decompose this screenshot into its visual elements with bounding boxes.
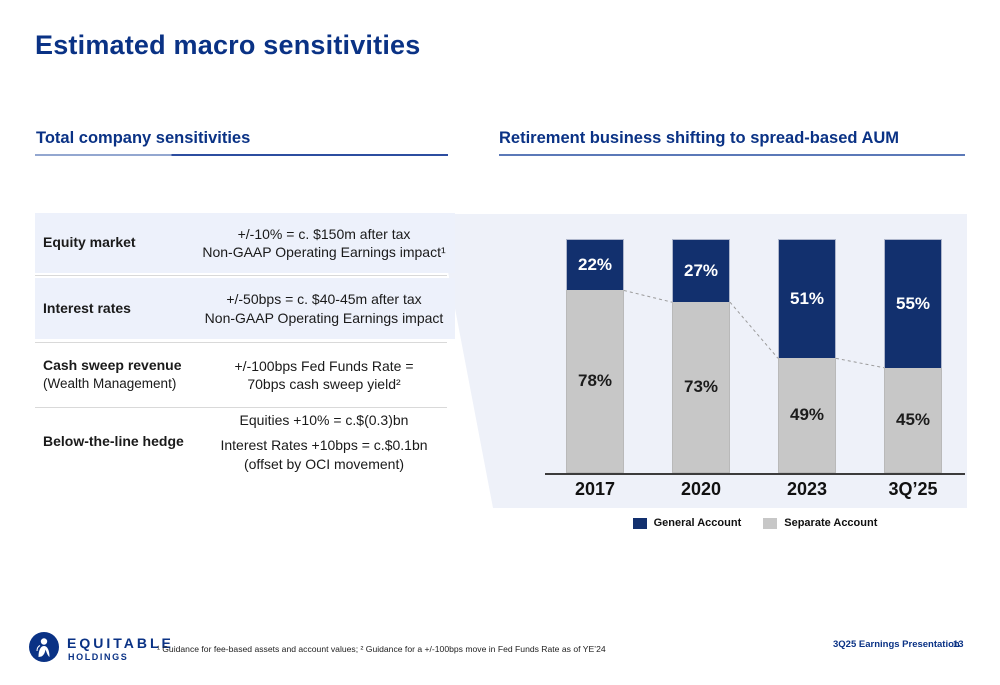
sensitivity-row-cash-sweep: Cash sweep revenue (Wealth Management) +…: [35, 345, 455, 405]
x-axis-labels: 2017 2020 2023 3Q’25: [545, 479, 965, 503]
segment-label: 78%: [577, 371, 613, 390]
left-section-header: Total company sensitivities: [36, 129, 251, 147]
segment-label: 73%: [683, 377, 719, 396]
right-section-header: Retirement business shifting to spread-b…: [499, 129, 900, 147]
row-sublabel: (Wealth Management): [43, 375, 177, 391]
x-axis-label-2017: 2017: [574, 479, 616, 499]
general-account-segment: 22%: [566, 239, 624, 290]
bar-2020: 27% 73%: [672, 239, 730, 473]
row-value: Equities +10% = c.$(0.3)bn Interest Rate…: [220, 412, 428, 472]
segment-label: 45%: [895, 410, 931, 429]
sensitivity-row-equity-market: Equity market +/-10% = c. $150m after ta…: [35, 213, 455, 273]
segment-label: 22%: [577, 255, 613, 274]
segment-label: 51%: [789, 289, 825, 308]
segment-label: 27%: [683, 261, 719, 280]
slide-title: Estimated macro sensitivities: [35, 30, 421, 60]
row-value: +/-50bps = c. $40-45m after tax Non-GAAP…: [204, 291, 444, 326]
sensitivity-row-below-the-line-hedge: Below-the-line hedge Equities +10% = c.$…: [35, 410, 455, 474]
legend-item-general-account: General Account: [632, 517, 742, 529]
row-label: Below-the-line hedge: [43, 433, 184, 450]
row-divider: [35, 275, 447, 276]
row-divider: [35, 342, 447, 343]
brand-subname: HOLDINGS: [68, 652, 129, 662]
x-axis-label-2023: 2023: [786, 479, 828, 499]
right-section-underline: [499, 154, 965, 156]
legend-swatch-icon: [632, 517, 647, 529]
row-label: Equity market: [43, 234, 136, 251]
general-account-segment: 27%: [672, 239, 730, 302]
sensitivity-row-interest-rates: Interest rates +/-50bps = c. $40-45m aft…: [35, 278, 455, 339]
x-axis-line: [545, 473, 965, 475]
row-value: +/-100bps Fed Funds Rate = 70bps cash sw…: [234, 357, 414, 392]
stacked-bar-chart: 22% 78% 27% 73% 51% 49% 55% 45%: [545, 239, 965, 473]
bar-2017: 22% 78%: [566, 239, 624, 473]
separate-account-segment: 49%: [778, 358, 836, 473]
row-value: +/-10% = c. $150m after tax Non-GAAP Ope…: [202, 225, 446, 260]
bar-3Q’25: 55% 45%: [884, 239, 942, 473]
segment-label: 55%: [895, 294, 931, 313]
page-number: 13: [953, 639, 964, 650]
x-axis-label-3Q’25: 3Q’25: [888, 479, 938, 499]
separate-account-segment: 45%: [884, 368, 942, 473]
x-axis-label-2020: 2020: [680, 479, 722, 499]
legend-item-separate-account: Separate Account: [763, 517, 877, 529]
segment-label: 49%: [789, 405, 825, 424]
general-account-segment: 55%: [884, 239, 942, 368]
legend-label: General Account: [653, 517, 742, 529]
row-divider: [35, 407, 447, 408]
legend-swatch-icon: [763, 517, 778, 529]
bar-2023: 51% 49%: [778, 239, 836, 473]
separate-account-segment: 73%: [672, 302, 730, 473]
general-account-segment: 51%: [778, 239, 836, 358]
brand-name: EQUITABLE: [67, 635, 174, 651]
left-section-underline: [35, 154, 448, 156]
row-label: Interest rates: [43, 299, 131, 316]
chart-legend: General Account Separate Account: [545, 517, 965, 529]
footnote: ¹ Guidance for fee-based assets and acco…: [157, 644, 606, 654]
equitable-logo-icon: [29, 632, 59, 662]
legend-label: Separate Account: [784, 517, 878, 529]
row-label: Cash sweep revenue (Wealth Management): [43, 357, 182, 391]
separate-account-segment: 78%: [566, 290, 624, 473]
footer-presentation-title: 3Q25 Earnings Presentation: [833, 639, 960, 650]
